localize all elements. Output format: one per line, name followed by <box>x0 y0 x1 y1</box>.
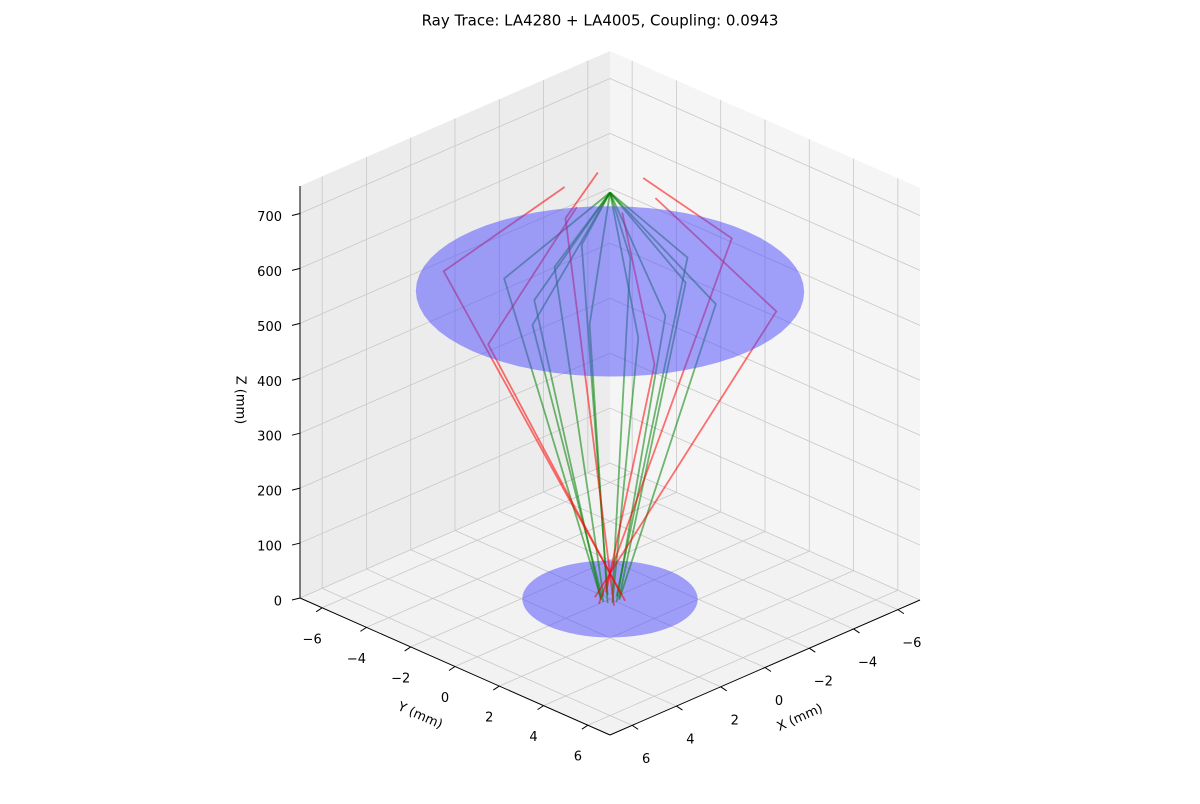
tick-mark <box>404 646 411 652</box>
tick-mark <box>448 666 456 671</box>
grid-line <box>543 570 854 707</box>
tick-mark <box>291 542 301 546</box>
y-tick-label: −6 <box>303 632 322 647</box>
grid-line <box>366 491 677 628</box>
y-axis-label: Y (mm) <box>394 699 444 732</box>
z-tick-label: 500 <box>257 320 282 335</box>
y-tick-label: 6 <box>574 750 582 765</box>
tick-mark <box>493 685 500 691</box>
grid-line <box>587 589 899 726</box>
x-tick-label: −4 <box>858 655 877 670</box>
tick-mark <box>897 609 905 615</box>
tick-mark <box>537 705 544 711</box>
x-tick-label: 2 <box>731 713 739 728</box>
tick-mark <box>853 628 860 634</box>
grid-line <box>609 133 921 271</box>
tick-mark <box>291 487 301 491</box>
y-tick-label: 0 <box>441 691 449 706</box>
grid-line <box>609 462 921 601</box>
x-tick-label: −2 <box>814 675 833 690</box>
y-tick-label: 2 <box>485 711 493 726</box>
grid-line <box>299 352 611 489</box>
tick-mark <box>315 607 323 613</box>
grid-line <box>609 78 921 216</box>
grid-line <box>299 133 611 269</box>
tick-mark <box>764 667 772 672</box>
z-tick-label: 700 <box>257 210 282 225</box>
tick-mark <box>291 377 301 381</box>
tick-mark <box>581 724 589 730</box>
grid-line <box>321 472 633 609</box>
tick-mark <box>676 705 683 711</box>
tick-mark <box>291 212 301 216</box>
tick-mark <box>291 432 301 436</box>
x-tick-label: 4 <box>686 733 694 748</box>
tick-mark <box>291 267 301 271</box>
grid-line <box>609 352 921 491</box>
chart-title: Ray Trace: LA4280 + LA4005, Coupling: 0.… <box>422 12 779 30</box>
lens <box>415 206 805 377</box>
lens <box>522 560 698 638</box>
z-tick-label: 300 <box>257 430 282 445</box>
z-tick-label: 100 <box>257 540 282 555</box>
z-tick-label: 600 <box>257 265 282 280</box>
z-tick-label: 200 <box>257 485 282 500</box>
x-tick-label: −6 <box>902 636 921 651</box>
grid-line <box>299 462 611 599</box>
grid-line <box>299 407 611 544</box>
tick-mark <box>291 322 301 326</box>
x-tick-label: 0 <box>775 694 783 709</box>
tick-mark <box>291 597 301 601</box>
z-tick-label: 400 <box>257 375 282 390</box>
y-tick-label: 4 <box>529 730 537 745</box>
grid-line <box>299 78 611 214</box>
tick-mark <box>809 647 816 653</box>
tick-mark <box>360 626 367 632</box>
z-axis-label: Z (mm) <box>233 376 248 425</box>
z-tick-label: 0 <box>274 595 282 610</box>
tick-mark <box>631 724 639 730</box>
y-tick-label: −4 <box>347 652 366 667</box>
x-tick-label: 6 <box>642 752 650 767</box>
tick-mark <box>720 686 727 692</box>
y-tick-label: −2 <box>391 671 410 686</box>
